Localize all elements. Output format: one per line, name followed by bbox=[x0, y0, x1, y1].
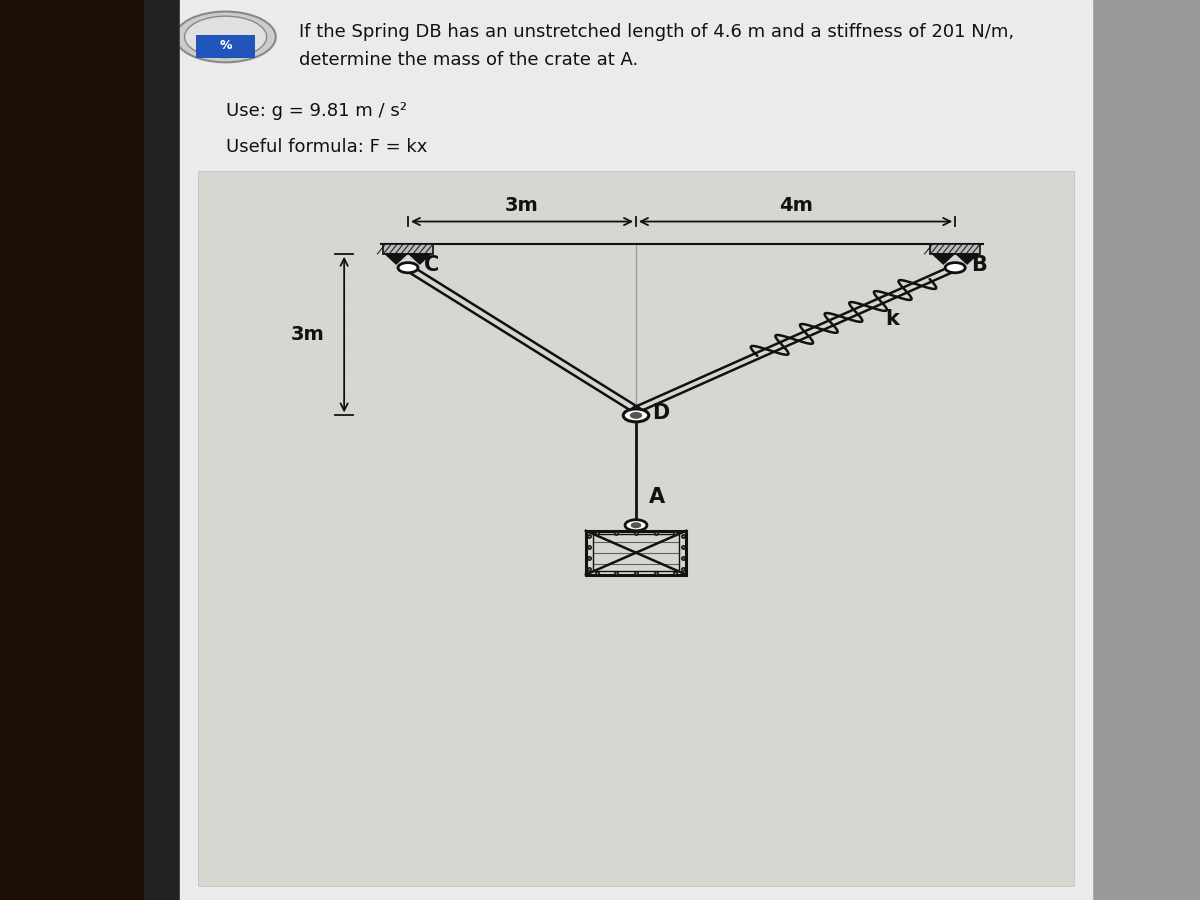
Circle shape bbox=[625, 519, 647, 531]
Bar bbox=[593, 535, 679, 571]
Polygon shape bbox=[956, 254, 978, 264]
Text: Useful formula: F = kx: Useful formula: F = kx bbox=[226, 139, 427, 157]
Bar bbox=[197, 34, 254, 58]
Text: B: B bbox=[971, 256, 986, 275]
Circle shape bbox=[398, 263, 418, 273]
Polygon shape bbox=[932, 254, 954, 264]
Bar bbox=[198, 171, 1074, 886]
Text: C: C bbox=[424, 256, 439, 275]
Bar bbox=[144, 0, 180, 900]
Text: If the Spring DB has an unstretched length of 4.6 m and a stiffness of 201 N/m,: If the Spring DB has an unstretched leng… bbox=[299, 23, 1014, 41]
Circle shape bbox=[185, 16, 266, 58]
Circle shape bbox=[623, 409, 649, 422]
Text: 3m: 3m bbox=[290, 325, 324, 344]
Text: D: D bbox=[653, 403, 670, 423]
Circle shape bbox=[946, 263, 965, 273]
Text: 3m: 3m bbox=[505, 195, 539, 214]
Text: A: A bbox=[649, 487, 665, 507]
Text: 4m: 4m bbox=[779, 195, 812, 214]
Bar bbox=[0, 0, 144, 900]
Bar bbox=[930, 244, 980, 254]
Polygon shape bbox=[385, 254, 407, 264]
Polygon shape bbox=[409, 254, 431, 264]
Text: determine the mass of the crate at A.: determine the mass of the crate at A. bbox=[299, 50, 638, 68]
Text: k: k bbox=[884, 309, 899, 329]
Bar bbox=[180, 0, 1092, 900]
Circle shape bbox=[630, 412, 642, 418]
Bar bbox=[1092, 0, 1200, 900]
Bar bbox=[383, 244, 433, 254]
Text: Use: g = 9.81 m / s²: Use: g = 9.81 m / s² bbox=[226, 102, 407, 120]
Circle shape bbox=[631, 523, 641, 527]
Text: %: % bbox=[220, 39, 232, 51]
Circle shape bbox=[175, 12, 276, 62]
Bar bbox=[586, 531, 686, 574]
